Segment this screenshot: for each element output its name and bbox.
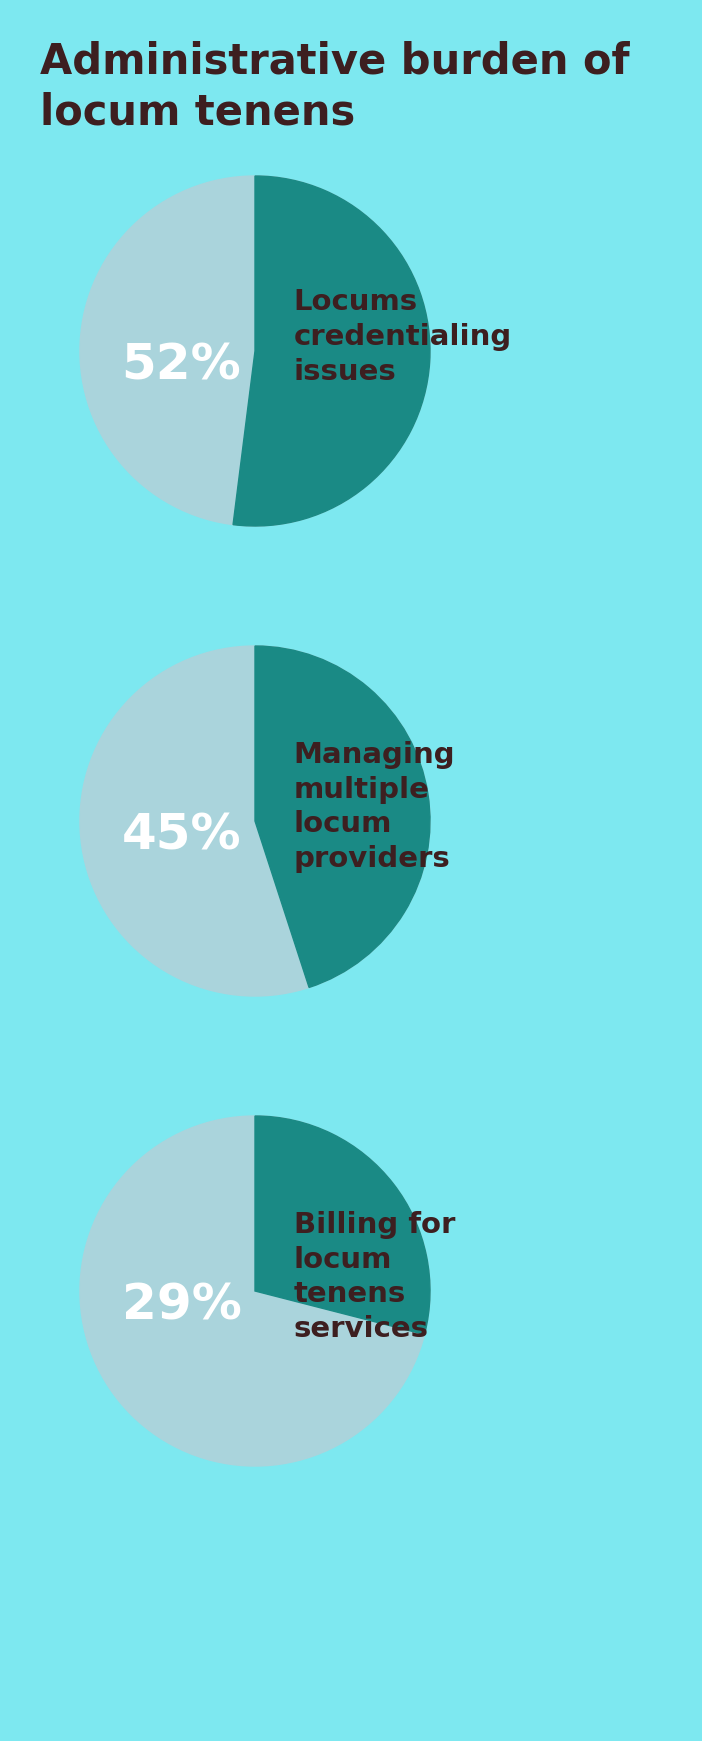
Text: Managing
multiple
locum
providers: Managing multiple locum providers bbox=[293, 742, 455, 872]
Text: Administrative burden of
locum tenens: Administrative burden of locum tenens bbox=[40, 42, 630, 134]
Text: 29%: 29% bbox=[121, 1281, 241, 1328]
Text: 52%: 52% bbox=[121, 341, 241, 388]
Wedge shape bbox=[255, 646, 430, 987]
Text: 45%: 45% bbox=[121, 811, 241, 858]
Circle shape bbox=[80, 646, 430, 996]
Wedge shape bbox=[233, 176, 430, 526]
Wedge shape bbox=[255, 1116, 430, 1335]
Text: Locums
credentialing
issues: Locums credentialing issues bbox=[293, 289, 512, 385]
Text: Billing for
locum
tenens
services: Billing for locum tenens services bbox=[293, 1212, 455, 1342]
Circle shape bbox=[80, 1116, 430, 1466]
Circle shape bbox=[80, 176, 430, 526]
